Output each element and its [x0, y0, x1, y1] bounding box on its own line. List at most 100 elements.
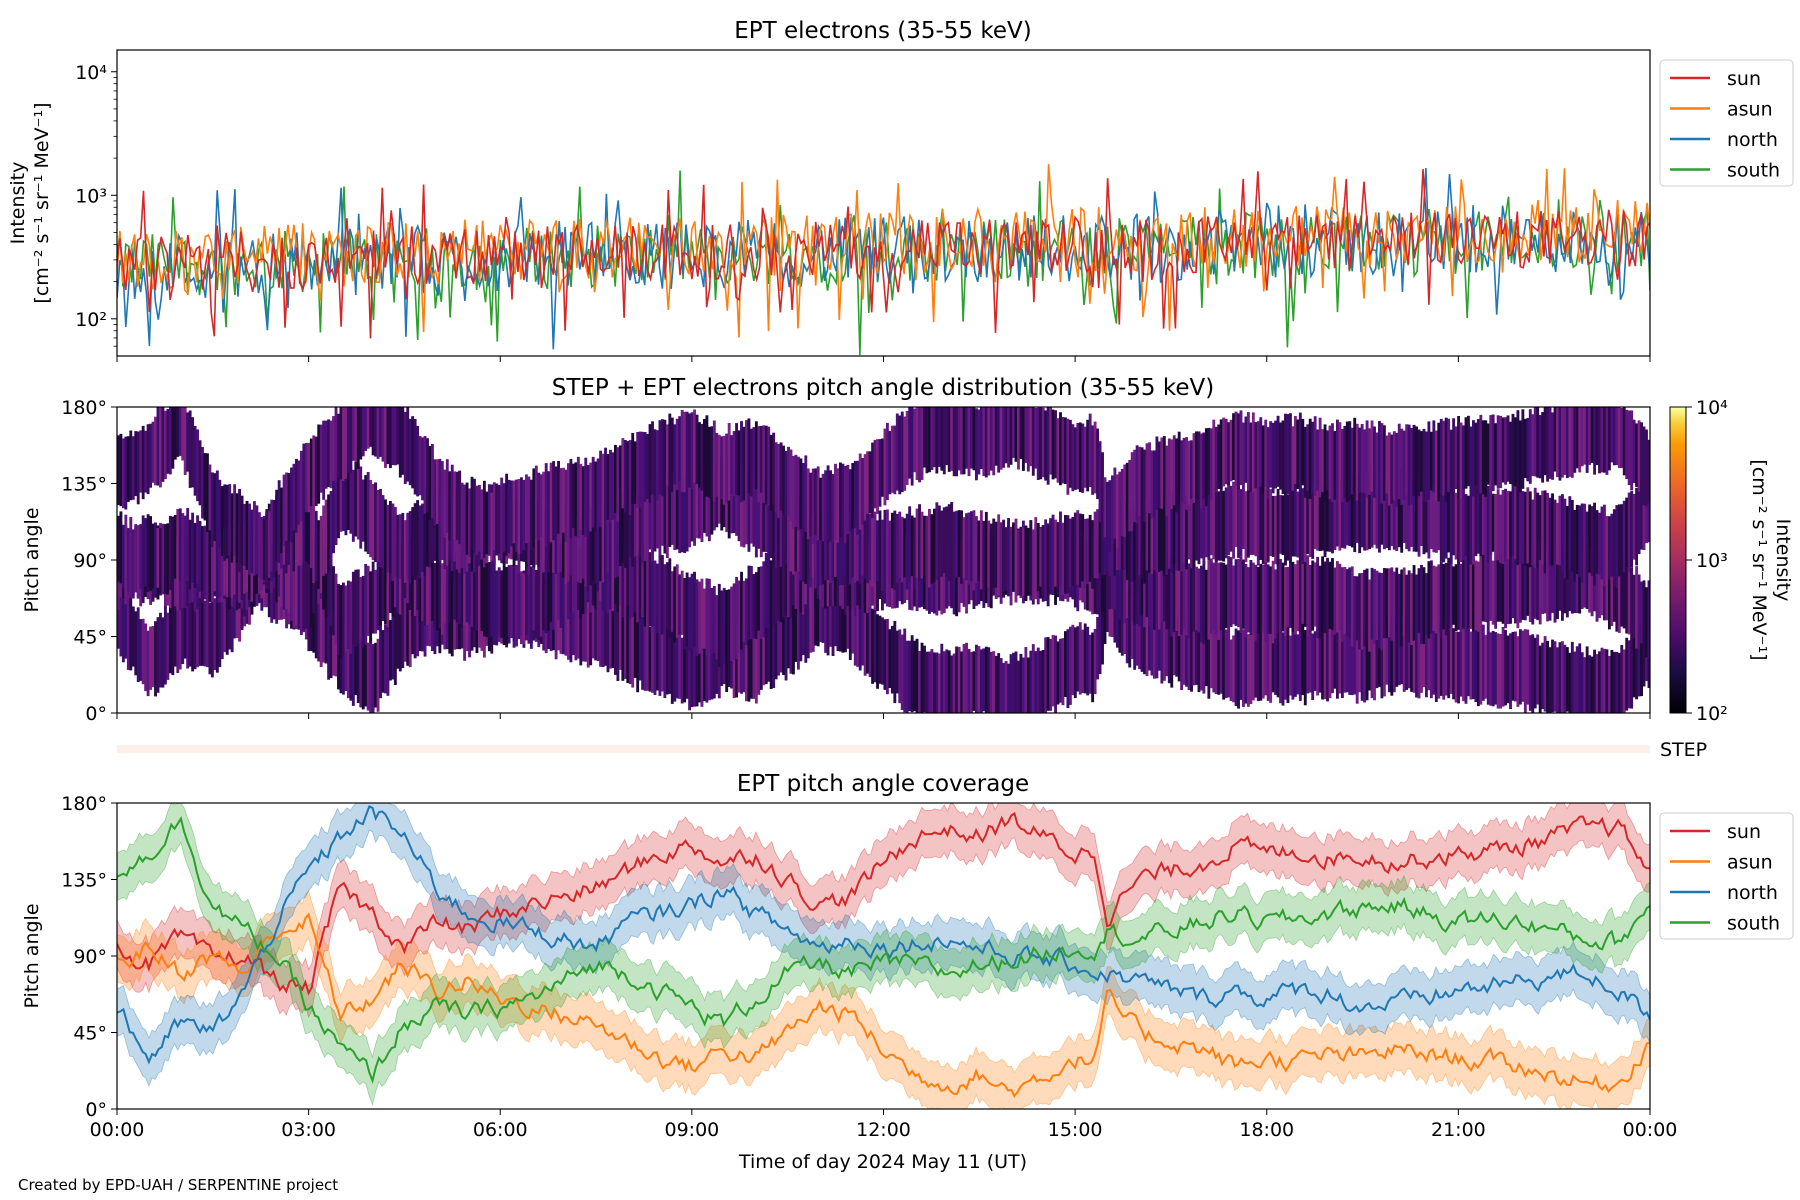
heatmap-cell [1039, 527, 1043, 587]
heatmap-cell [532, 468, 536, 548]
heatmap-cell [218, 528, 222, 598]
heatmap-cell [225, 582, 229, 655]
heatmap-cell [1321, 429, 1325, 493]
heatmap-cell [1640, 477, 1643, 550]
heatmap-cell [552, 560, 556, 630]
heatmap-cell [1370, 567, 1374, 640]
heatmap-cell [1452, 628, 1456, 700]
heatmap-cell [1036, 523, 1040, 592]
heatmap-cell [754, 572, 758, 640]
heatmap-cell [1563, 549, 1567, 614]
heatmap-cell [1150, 500, 1154, 575]
heatmap-cell [712, 621, 716, 699]
heatmap-cell [210, 529, 214, 603]
heatmap-cell [834, 580, 837, 647]
heatmap-cell [1558, 642, 1562, 713]
heatmap-cell [816, 466, 820, 541]
heatmap-cell [1261, 565, 1265, 633]
heatmap-cell [1484, 481, 1488, 565]
heatmap-cell [1373, 426, 1376, 498]
heatmap-cell [1647, 481, 1650, 543]
heatmap-cell [228, 578, 232, 650]
heatmap-cell [1251, 412, 1255, 493]
heatmap-cell [1635, 566, 1639, 649]
heatmap-cell [1029, 650, 1033, 713]
heatmap-cell [1187, 563, 1191, 639]
heatmap-cell [698, 632, 701, 703]
heatmap-cell [1024, 647, 1028, 713]
heatmap-cell [747, 625, 751, 702]
heatmap-cell [1400, 469, 1404, 553]
heatmap-cell [188, 595, 192, 667]
heatmap-cell [1583, 503, 1587, 578]
heatmap-cell [1096, 509, 1100, 579]
heatmap-cell [685, 473, 689, 552]
heatmap-cell [1051, 634, 1055, 707]
heatmap-cell [149, 423, 153, 488]
heatmap-cell [1269, 489, 1273, 557]
heatmap-cell [1489, 632, 1493, 706]
heatmap-cell [1434, 486, 1438, 553]
heatmap-cell [1392, 614, 1396, 693]
heatmap-cell [1251, 633, 1255, 701]
heatmap-cell [737, 430, 741, 496]
heatmap-cell [698, 471, 701, 539]
heatmap-cell [1175, 565, 1179, 632]
heatmap-cell [1568, 542, 1572, 612]
heatmap-cell [1533, 407, 1537, 477]
heatmap-cell [611, 603, 615, 669]
heatmap-cell [1271, 625, 1275, 693]
heatmap-cell [1197, 621, 1201, 693]
heatmap-cell [732, 460, 736, 533]
heatmap-cell [1521, 409, 1525, 489]
heatmap-cell [198, 593, 202, 666]
heatmap-cell [752, 474, 756, 547]
heatmap-cell [470, 476, 474, 551]
heatmap-cell [1054, 635, 1057, 713]
heatmap-cell [1244, 564, 1248, 638]
heatmap-cell [468, 488, 471, 557]
heatmap-cell [1145, 443, 1149, 512]
heatmap-cell [403, 520, 407, 583]
heatmap-cell [186, 598, 190, 669]
heatmap-cell [1004, 661, 1008, 713]
heatmap-cell [789, 595, 793, 674]
heatmap-cell [176, 509, 180, 581]
heatmap-cell [1185, 437, 1189, 510]
heatmap-cell [569, 458, 573, 538]
heatmap-cell [1195, 431, 1198, 500]
heatmap-cell [1261, 482, 1265, 565]
heatmap-cell [1266, 427, 1270, 500]
heatmap-cell [492, 482, 496, 551]
heatmap-cell [658, 420, 662, 495]
heatmap-cell [1256, 488, 1260, 566]
heatmap-cell [1281, 420, 1285, 494]
heatmap-cell [670, 481, 674, 545]
heatmap-cell [962, 407, 966, 475]
heatmap-cell [1365, 479, 1369, 551]
heatmap-cell [638, 617, 642, 681]
heatmap-cell [1467, 415, 1470, 487]
heatmap-cell [1026, 527, 1030, 596]
heatmap-cell [435, 459, 439, 524]
heatmap-cell [1640, 623, 1643, 697]
heatmap-cell [653, 429, 657, 503]
heatmap-cell [124, 436, 128, 510]
heatmap-cell [1187, 500, 1191, 560]
heatmap-cell [688, 413, 692, 488]
heatmap-cell [848, 508, 852, 585]
heatmap-cell [129, 594, 133, 671]
heatmap-cell [131, 436, 135, 500]
heatmap-cell [1222, 562, 1226, 638]
heatmap-cell [213, 473, 217, 542]
heatmap-cell [1615, 651, 1619, 713]
heatmap-cell [591, 456, 595, 528]
heatmap-cell [646, 613, 649, 691]
heatmap-cell [502, 483, 506, 552]
heatmap-cell [1046, 637, 1050, 711]
heatmap-cell [386, 625, 390, 696]
heatmap-cell [144, 430, 148, 493]
heatmap-cell [898, 511, 902, 578]
heatmap-cell [324, 545, 328, 618]
heatmap-cell [515, 565, 518, 647]
